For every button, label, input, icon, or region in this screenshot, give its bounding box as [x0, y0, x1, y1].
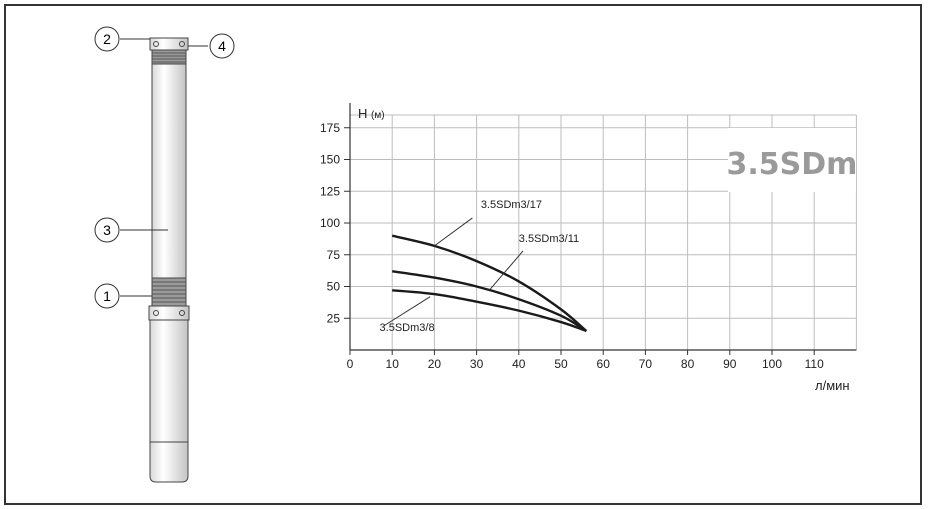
y-tick-label: 25: [327, 311, 341, 325]
callout-3: 3: [94, 217, 120, 243]
pump-bolt: [179, 310, 185, 316]
y-tick-label: 50: [327, 280, 341, 294]
svg-text:1: 1: [103, 288, 111, 304]
series-labels: 3.5SDm3/17 3.5SDm3/11 3.5SDm3/8: [380, 199, 580, 334]
series-label: 3.5SDm3/8: [380, 322, 435, 334]
x-tick-label: 80: [681, 357, 695, 371]
x-tick-label: 110: [805, 357, 824, 371]
y-tick-label: 100: [320, 216, 340, 230]
x-tick-label: 70: [639, 357, 653, 371]
x-tick-labels: 0 10 20 30 40 50 60 70 80 90 100 110: [347, 357, 824, 371]
series-label-leader: [488, 250, 524, 291]
callout-4: 4: [209, 33, 235, 59]
series-label: 3.5SDm3/17: [481, 199, 542, 211]
x-tick-label: 50: [554, 357, 568, 371]
x-axis-label: л/мин: [815, 378, 850, 393]
svg-text:4: 4: [218, 38, 226, 54]
x-tick-label: 40: [512, 357, 526, 371]
series-lines: [391, 234, 588, 333]
x-tick-label: 10: [386, 357, 400, 371]
x-tick-label: 20: [428, 357, 442, 371]
y-tick-label: 175: [320, 121, 340, 135]
y-axis-label: H (м): [358, 106, 385, 121]
series-label-leader: [434, 217, 473, 247]
pump-motor: [149, 319, 189, 443]
chart-grid: [350, 114, 857, 350]
series-label-leader: [383, 296, 431, 327]
figure-frame: [4, 4, 922, 505]
y-tick-label: 125: [320, 184, 340, 198]
callout-2: 2: [94, 26, 120, 52]
pump-bolt: [153, 41, 159, 47]
x-tick-label: 90: [723, 357, 737, 371]
x-tick-label: 100: [762, 357, 782, 371]
pump-bottom: [149, 441, 189, 483]
y-tick-labels: 25 50 75 100 125 150 175: [320, 121, 340, 326]
series-label: 3.5SDm3/11: [519, 233, 579, 245]
svg-text:3: 3: [103, 222, 111, 238]
pump-body: [151, 63, 187, 279]
x-tick-label: 0: [347, 357, 354, 371]
chart-axes: [344, 103, 857, 355]
series-line-2: [392, 270, 587, 332]
x-tick-label: 60: [597, 357, 611, 371]
pump-bolt: [153, 310, 159, 316]
pump-bolt: [179, 41, 185, 47]
series-line-3: [392, 289, 587, 333]
pump-mid-thread: [151, 277, 187, 307]
model-badge: 3.5SDm: [727, 147, 858, 182]
callout-1: 1: [94, 283, 120, 309]
y-tick-label: 150: [320, 153, 340, 167]
x-tick-label: 30: [470, 357, 484, 371]
svg-text:2: 2: [103, 31, 111, 47]
y-tick-label: 75: [327, 248, 341, 262]
series-line-1: [391, 234, 588, 332]
model-badge-bg: [728, 128, 856, 192]
